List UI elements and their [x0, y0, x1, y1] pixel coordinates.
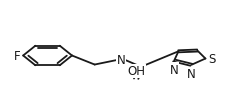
Text: N: N	[170, 64, 179, 76]
Text: N: N	[187, 68, 196, 81]
Text: F: F	[14, 50, 21, 62]
Text: S: S	[208, 53, 216, 65]
Text: OH: OH	[127, 65, 145, 78]
Text: N: N	[116, 53, 125, 66]
